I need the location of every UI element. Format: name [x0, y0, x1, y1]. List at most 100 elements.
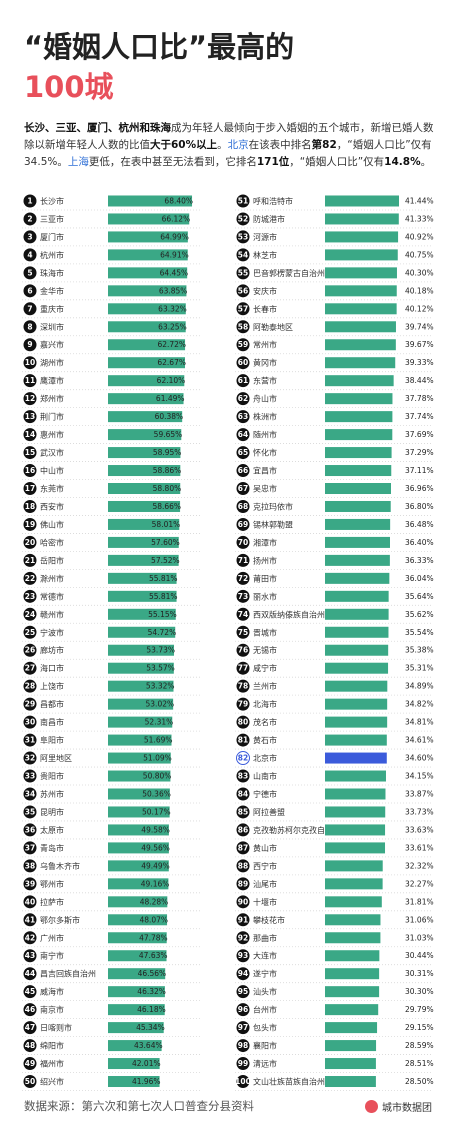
rank-badge: [23, 733, 37, 747]
category-label: 昆明市: [40, 807, 64, 817]
rank-label: 10: [25, 358, 35, 367]
rank-label: 65: [238, 448, 248, 457]
rank-badge: [236, 805, 250, 819]
rank-badge: [236, 194, 250, 208]
rank-label: 51: [238, 196, 248, 205]
value-label: 29.15%: [405, 1023, 434, 1032]
category-label: 河源市: [253, 232, 277, 242]
category-label: 绍兴市: [40, 1077, 64, 1087]
value-label: 42.01%: [132, 1059, 161, 1068]
bar: [325, 842, 386, 854]
value-label: 53.73%: [146, 646, 175, 655]
rank-badge: [23, 679, 37, 693]
value-label: 58.66%: [152, 502, 181, 511]
category-label: 深圳市: [40, 322, 64, 332]
value-label: 46.18%: [137, 1005, 166, 1014]
rank-label: 38: [25, 861, 35, 870]
value-label: 58.01%: [152, 520, 181, 529]
category-label: 珠海市: [40, 268, 64, 278]
rank-badge: [236, 1057, 250, 1071]
category-label: 乌鲁木齐市: [40, 861, 80, 871]
value-label: 39.33%: [405, 358, 434, 367]
category-label: 湖州市: [40, 358, 64, 368]
rank-label: 77: [238, 664, 248, 673]
category-label: 拉萨市: [40, 897, 64, 907]
rank-label: 56: [238, 286, 248, 295]
rank-badge: [23, 913, 37, 927]
category-label: 贵阳市: [40, 771, 64, 781]
rank-label: 74: [238, 610, 248, 619]
rank-badge: [236, 266, 250, 280]
bar: [108, 267, 188, 279]
value-label: 61.49%: [156, 394, 185, 403]
bar: [108, 429, 182, 441]
rank-badge: [236, 967, 250, 981]
value-label: 53.02%: [146, 700, 175, 709]
category-label: 汕头市: [253, 987, 277, 997]
value-label: 64.99%: [160, 232, 189, 241]
rank-badge: [23, 895, 37, 909]
bar: [108, 339, 186, 351]
rank-badge: [23, 607, 37, 621]
category-label: 丽水市: [253, 591, 277, 601]
bar: [325, 1022, 378, 1034]
category-label: 重庆市: [40, 304, 64, 314]
rank-label: 31: [25, 736, 35, 745]
rank-badge: [23, 446, 37, 460]
rank-label: 46: [25, 1005, 35, 1014]
rank-badge: [236, 661, 250, 675]
bar: [108, 1004, 165, 1016]
rank-badge: [23, 212, 37, 226]
category-label: 黄冈市: [253, 358, 277, 368]
value-label: 36.48%: [405, 520, 434, 529]
category-label: 苏州市: [40, 789, 64, 799]
rank-label: 16: [25, 466, 35, 475]
category-label: 无锡市: [253, 645, 277, 655]
category-label: 莆田市: [253, 573, 277, 583]
category-label: 阿拉善盟: [253, 807, 285, 817]
rank-badge: [236, 895, 250, 909]
value-label: 49.49%: [141, 861, 170, 870]
bar: [108, 249, 188, 261]
brand-name: 城市数据团: [382, 1103, 432, 1114]
category-label: 宜昌市: [253, 466, 277, 476]
bar: [325, 483, 391, 495]
category-label: 那曲市: [253, 933, 277, 943]
rank-label: 48: [25, 1041, 35, 1050]
value-label: 32.27%: [405, 879, 434, 888]
rank-badge: [23, 751, 37, 765]
bar: [108, 1076, 160, 1088]
value-label: 39.74%: [405, 322, 434, 331]
value-label: 51.69%: [144, 736, 173, 745]
category-label: 攀枝花市: [253, 915, 285, 925]
rank-label: 99: [238, 1059, 248, 1068]
rank-label: 32: [25, 754, 35, 763]
description-segment: ，“婚姻人口比”仅有34.5%。: [24, 139, 432, 168]
rank-badge: [236, 338, 250, 352]
bar: [325, 1004, 379, 1016]
rank-label: 4: [27, 250, 32, 259]
bar: [325, 824, 386, 836]
rank-label: 14: [25, 430, 35, 439]
category-label: 厦门市: [40, 232, 64, 242]
rank-label: 58: [238, 322, 248, 331]
value-label: 29.79%: [405, 1005, 434, 1014]
rank-badge: [236, 1021, 250, 1035]
rank-badge: [23, 643, 37, 657]
value-label: 33.87%: [405, 789, 434, 798]
value-label: 35.62%: [405, 610, 434, 619]
rank-label: 39: [25, 879, 35, 888]
value-label: 33.63%: [405, 825, 434, 834]
value-label: 41.44%: [405, 196, 434, 205]
bar: [108, 518, 180, 530]
rank-badge: [23, 931, 37, 945]
rank-label: 41: [25, 915, 35, 924]
bar: [325, 321, 396, 333]
rank-label: 83: [238, 772, 248, 781]
bar: [108, 896, 168, 908]
value-label: 37.74%: [405, 412, 434, 421]
rank-label: 54: [238, 250, 248, 259]
rank-label: 21: [25, 556, 35, 565]
bar: [108, 536, 179, 548]
rank-badge: [23, 410, 37, 424]
